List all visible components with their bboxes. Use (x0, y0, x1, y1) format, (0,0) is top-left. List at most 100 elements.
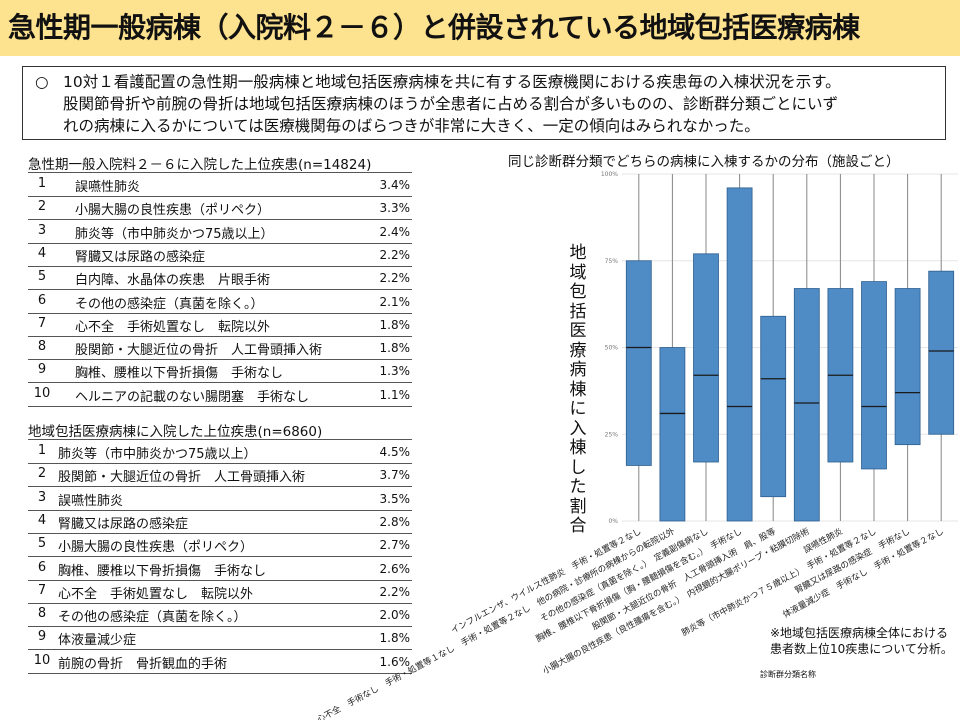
table-row: 8 その他の感染症（真菌を除く。） 2.0% (28, 603, 412, 628)
table-row: 5 白内障、水晶体の疾患 片眼手術 2.2% (28, 266, 412, 291)
table-row: 7 心不全 手術処置なし 転院以外 1.8% (28, 313, 412, 337)
disease-name-cell: ヘルニアの記載のない腸閉塞 手術なし (75, 389, 310, 405)
disease-name-cell: 体液量減少症 (58, 633, 137, 649)
percent-cell: 3.7% (379, 468, 411, 483)
rank-cell: 4 (37, 245, 47, 261)
rank-cell: 10 (33, 652, 51, 668)
percent-cell: 2.4% (379, 224, 411, 239)
y-tick-label: 100% (601, 171, 618, 178)
x-category-label: 心不全 手術なし 手術・処置等１なし 手術・処置等２なし 他の病院・診療所の病棟… (315, 525, 678, 720)
rank-cell: 3 (37, 489, 47, 505)
table-row: 8 股関節・大腿近位の骨折 人工骨頭挿入術 1.8% (28, 336, 412, 361)
disease-name-cell: 腎臓又は尿路の感染症 (75, 249, 206, 265)
table-row: 3 肺炎等（市中肺炎かつ75歳以上） 2.4% (28, 220, 412, 244)
rank-cell: 1 (37, 176, 47, 191)
disease-name-cell: 白内障、水晶体の疾患 片眼手術 (75, 273, 271, 289)
disease-name-cell: 小腸大腸の良性疾患（ポリペク） (58, 540, 254, 556)
disease-name-cell: その他の感染症（真菌を除く。） (75, 296, 264, 312)
percent-cell: 2.7% (379, 538, 411, 553)
y-tick-label: 75% (605, 258, 619, 265)
y-tick-label: 25% (605, 431, 619, 438)
table-row: 4 腎臓又は尿路の感染症 2.8% (28, 510, 412, 534)
percent-cell: 1.8% (379, 317, 411, 332)
table-row: 1 誤嚥性肺炎 3.4% (28, 173, 412, 197)
percent-cell: 2.2% (379, 271, 411, 286)
summary-box: ○ 10対１看護配置の急性期一般病棟と地域包括医療病棟を共に有する医療機関におけ… (22, 66, 946, 140)
disease-name-cell: 肺炎等（市中肺炎かつ75歳以上） (58, 447, 257, 462)
rank-cell: 3 (37, 222, 47, 238)
disease-name-cell: 誤嚥性肺炎 (75, 180, 141, 195)
rank-cell: 2 (37, 199, 47, 215)
box (726, 187, 753, 522)
percent-cell: 3.4% (379, 178, 411, 192)
y-axis-label: 地域包括医療病棟に入棟した割合 (569, 243, 587, 536)
summary-bullet: ○ (35, 73, 49, 91)
rank-cell: 5 (37, 269, 47, 285)
percent-cell: 1.8% (379, 631, 411, 646)
box (659, 347, 686, 522)
box (760, 315, 787, 498)
box (793, 288, 820, 522)
table1-title: 急性期一般入院料２－６に入院した上位疾患(n=14824) (28, 157, 372, 173)
percent-cell: 2.2% (379, 584, 411, 599)
table-row: 1 肺炎等（市中肺炎かつ75歳以上） 4.5% (28, 440, 412, 464)
rank-cell: 2 (37, 466, 47, 482)
percent-cell: 2.6% (379, 561, 411, 576)
x-axis-title: 診断群分類名称 (760, 670, 816, 679)
disease-name-cell: 肺炎等（市中肺炎かつ75歳以上） (75, 226, 274, 242)
table-row: 10 ヘルニアの記載のない腸閉塞 手術なし 1.1% (28, 383, 412, 407)
table-row: 4 腎臓又は尿路の感染症 2.2% (28, 243, 412, 267)
rank-cell: 9 (37, 629, 47, 645)
summary-line: 10対１看護配置の急性期一般病棟と地域包括医療病棟を共に有する医療機関における疾… (63, 73, 841, 91)
summary-line: れの病棟に入るかについては医療機関毎のばらつきが非常に大きく、一定の傾向はみられ… (63, 117, 760, 135)
y-tick-label: 50% (605, 345, 619, 352)
box (861, 281, 887, 470)
title-banner: 急性期一般病棟（入院料２－６）と併設されている地域包括医療病棟 (0, 0, 960, 56)
percent-cell: 1.1% (379, 387, 411, 402)
percent-cell: 2.0% (379, 608, 411, 623)
table-row: 6 胸椎、腰椎以下骨折損傷 手術なし 2.6% (28, 557, 412, 581)
summary-line: 股関節骨折や前腕の骨折は地域包括医療病棟のほうが全患者に占める割合が多いものの、… (63, 95, 839, 113)
y-tick-label: 0% (608, 518, 618, 525)
percent-cell: 4.5% (379, 445, 411, 459)
rank-cell: 10 (33, 385, 51, 401)
footnote: ※地域包括医療病棟全体における 患者数上位10疾患について分析。 (770, 625, 953, 657)
table-row: 2 股関節・大腿近位の骨折 人工骨頭挿入術 3.7% (28, 463, 412, 488)
percent-cell: 2.8% (379, 514, 411, 529)
percent-cell: 1.3% (379, 364, 411, 379)
table1-top-rule (28, 172, 412, 173)
percent-cell: 1.6% (379, 654, 411, 669)
box (625, 260, 652, 466)
table-row: 5 小腸大腸の良性疾患（ポリペク） 2.7% (28, 533, 412, 558)
table-row: 10 前腕の骨折 骨折観血的手術 1.6% (28, 650, 412, 674)
disease-name-cell: 腎臓又は尿路の感染症 (58, 516, 189, 532)
rank-cell: 9 (37, 362, 47, 378)
table-row: 3 誤嚥性肺炎 3.5% (28, 487, 412, 511)
disease-name-cell: 胸椎、腰椎以下骨折損傷 手術なし (75, 366, 284, 382)
page-title: 急性期一般病棟（入院料２－６）と併設されている地域包括医療病棟 (8, 11, 860, 44)
disease-name-cell: その他の感染症（真菌を除く。） (58, 610, 247, 626)
box (894, 288, 921, 446)
table-row: 9 胸椎、腰椎以下骨折損傷 手術なし 1.3% (28, 359, 412, 384)
percent-cell: 2.2% (379, 247, 411, 262)
percent-cell: 1.8% (379, 341, 411, 356)
rank-cell: 7 (37, 315, 47, 331)
disease-name-cell: 股関節・大腿近位の骨折 人工骨頭挿入術 (58, 470, 306, 486)
disease-name-cell: 股関節・大腿近位の骨折 人工骨頭挿入術 (75, 343, 323, 359)
disease-name-cell: 心不全 手術処置なし 転院以外 (75, 319, 271, 335)
footnote-line: ※地域包括医療病棟全体における (770, 626, 949, 640)
disease-name-cell: 心不全 手術処置なし 転院以外 (58, 586, 254, 602)
table-row: 6 その他の感染症（真菌を除く。） 2.1% (28, 290, 412, 314)
table-row: 9 体液量減少症 1.8% (28, 626, 412, 651)
percent-cell: 2.1% (379, 294, 411, 309)
table-row: 7 心不全 手術処置なし 転院以外 2.2% (28, 580, 412, 604)
disease-name-cell: 胸椎、腰椎以下骨折損傷 手術なし (58, 563, 267, 579)
box (928, 270, 955, 435)
rank-cell: 8 (37, 606, 47, 622)
table2-title: 地域包括医療病棟に入院した上位疾患(n=6860) (28, 424, 323, 440)
table-row: 2 小腸大腸の良性疾患（ポリペク） 3.3% (28, 196, 412, 221)
percent-cell: 3.5% (379, 491, 411, 506)
rank-cell: 1 (37, 443, 47, 458)
chart-title: 同じ診断群分類でどちらの病棟に入棟するかの分布（施設ごと） (508, 154, 900, 170)
